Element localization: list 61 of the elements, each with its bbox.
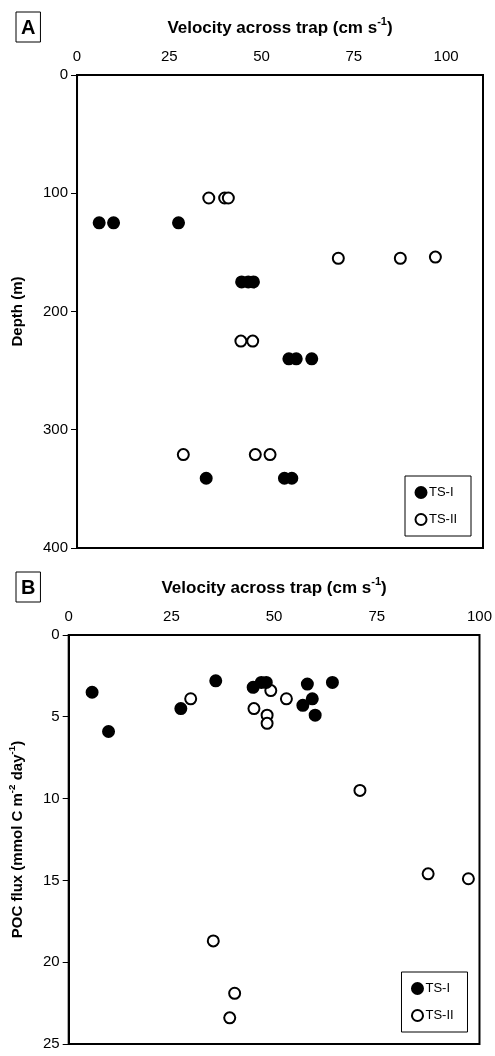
legend-label: TS-I	[429, 484, 454, 500]
point	[209, 674, 223, 688]
point	[428, 250, 442, 264]
y-tick-label: 0	[59, 65, 69, 83]
point	[228, 986, 242, 1000]
y-tick-label: 5	[51, 706, 60, 724]
point	[223, 1011, 237, 1025]
point	[102, 725, 116, 739]
point	[206, 934, 220, 948]
x-tick-label: 50	[253, 47, 270, 65]
x-tick-label: 100	[466, 607, 492, 625]
point	[331, 251, 345, 265]
point	[353, 783, 367, 797]
y-tick-label: 100	[43, 183, 69, 201]
legend-label: TS-I	[425, 980, 451, 996]
y-tick-label: 20	[43, 952, 60, 970]
point	[421, 867, 435, 881]
point	[184, 692, 198, 706]
point	[172, 216, 186, 230]
point	[247, 702, 261, 716]
point	[107, 216, 121, 230]
y-tick-label: 10	[43, 788, 60, 806]
point	[260, 716, 274, 730]
x-tick-label: 25	[163, 607, 180, 625]
point	[176, 448, 190, 462]
x-tick-label: 25	[160, 47, 178, 65]
point	[174, 702, 188, 716]
point	[279, 692, 293, 706]
point	[234, 334, 248, 348]
y-tick-label: 200	[43, 301, 69, 319]
point	[300, 677, 314, 691]
x-tick-label: 50	[265, 607, 283, 625]
point	[85, 685, 99, 699]
y-axis-title: Depth (m)	[8, 276, 26, 347]
legend-label: TS-II	[425, 1007, 454, 1023]
point	[308, 708, 322, 722]
point	[461, 872, 475, 886]
point	[296, 698, 310, 712]
point	[305, 692, 319, 706]
point	[263, 448, 277, 462]
x-tick-label: 0	[72, 47, 82, 65]
point	[199, 471, 213, 485]
x-tick-label: 75	[345, 47, 363, 65]
point	[202, 191, 216, 205]
y-tick-label: 300	[43, 419, 69, 437]
y-tick-label: 25	[43, 1034, 60, 1052]
legend-label: TS-II	[429, 511, 458, 527]
point	[92, 216, 106, 230]
y-tick-label: 15	[43, 870, 60, 888]
y-axis-title: POC flux (mmol C m-2 day-1)	[6, 740, 26, 939]
point	[393, 251, 407, 265]
point	[305, 352, 319, 366]
point	[246, 334, 260, 348]
chart-title: B	[21, 575, 36, 598]
chart-title: A	[21, 15, 36, 38]
y-tick-label: 400	[43, 538, 69, 556]
x-tick-label: 75	[368, 607, 386, 625]
point	[248, 448, 262, 462]
y-tick-label: 0	[51, 625, 60, 643]
x-tick-label: 100	[433, 47, 459, 65]
point	[325, 675, 339, 689]
